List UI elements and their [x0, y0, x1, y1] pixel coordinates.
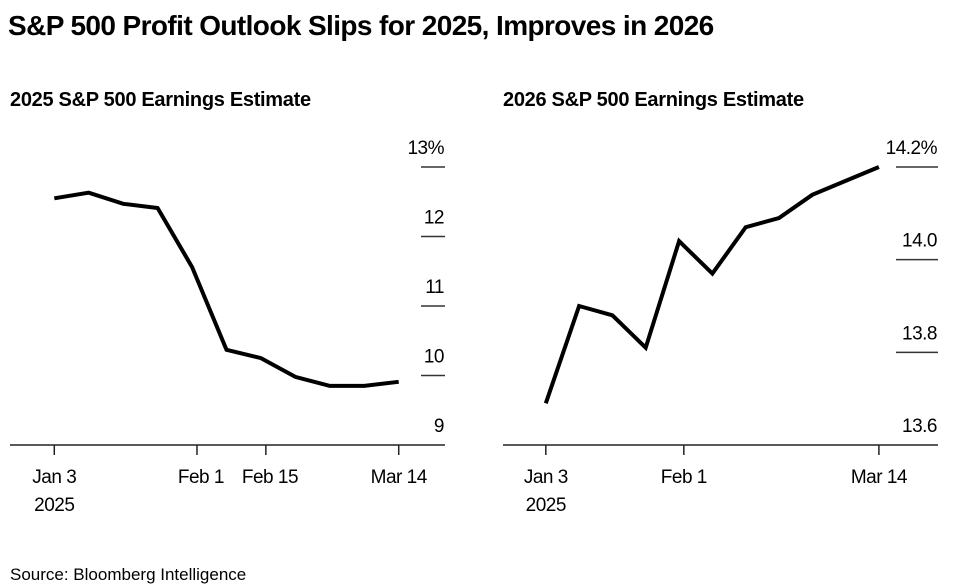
x-tick-sublabel: 2025 [34, 495, 74, 516]
x-tick-label: Mar 14 [851, 467, 908, 488]
y-tick-label: 13.8 [902, 323, 937, 344]
chart-title: S&P 500 Profit Outlook Slips for 2025, I… [8, 10, 714, 41]
x-tick-label: Feb 1 [661, 467, 707, 488]
x-tick-label: Jan 3 [32, 467, 76, 488]
x-tick-label: Mar 14 [371, 467, 428, 488]
series-line [543, 165, 880, 404]
y-tick-label: 9 [434, 416, 444, 437]
y-tick-label: 10 [424, 347, 444, 368]
left-chart-panel: 9 10 11 12 13% Jan 3 2025 Feb 1 Feb 15 Mar 14 [10, 138, 445, 516]
x-tick-label: Feb 15 [242, 467, 298, 488]
y-tick-label: 13.6 [902, 416, 937, 437]
y-tick-label: 11 [425, 277, 444, 298]
y-tick-label: 14.2% [886, 138, 938, 159]
right-chart-panel: 13.6 13.8 14.0 14.2% Jan 3 2025 Feb 1 Mar 14 [503, 138, 938, 516]
series-line [53, 190, 399, 388]
x-tick-sublabel: 2025 [526, 495, 566, 516]
y-tick-label: 12 [424, 208, 444, 229]
x-tick-label: Feb 1 [178, 467, 224, 488]
right-chart-title: 2026 S&P 500 Earnings Estimate [503, 89, 804, 111]
y-tick-label: 13% [407, 138, 444, 159]
y-tick-label: 14.0 [902, 231, 937, 252]
source-note: Source: Bloomberg Intelligence [10, 565, 247, 584]
x-tick-label: Jan 3 [524, 467, 568, 488]
left-chart-title: 2025 S&P 500 Earnings Estimate [10, 89, 311, 111]
